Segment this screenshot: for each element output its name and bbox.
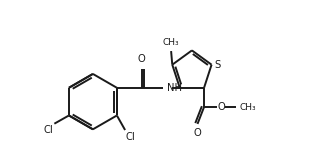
Text: CH₃: CH₃ (163, 38, 179, 47)
Text: Cl: Cl (126, 132, 135, 142)
Text: O: O (194, 128, 201, 138)
Text: O: O (138, 54, 145, 64)
Text: Cl: Cl (43, 125, 53, 135)
Text: CH₃: CH₃ (239, 103, 256, 112)
Text: NH: NH (167, 83, 182, 93)
Text: O: O (217, 102, 225, 112)
Text: S: S (215, 60, 221, 70)
